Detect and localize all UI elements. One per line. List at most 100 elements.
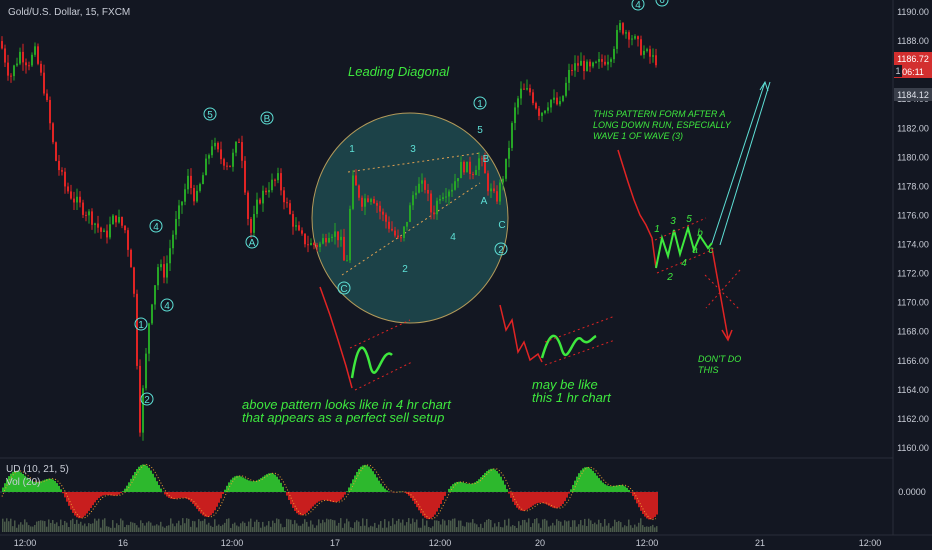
svg-text:2: 2 [144, 395, 150, 406]
oscillator-bar [646, 492, 648, 519]
volume-bar [132, 522, 134, 532]
indicator-title[interactable]: UD (10, 21, 5) [6, 464, 69, 475]
candle-body [349, 208, 351, 261]
oscillator-bar [190, 492, 192, 502]
oscillator-bar [594, 473, 596, 492]
volume-bar [358, 521, 360, 532]
oscillator-bar [464, 483, 466, 492]
candle-body [601, 59, 603, 62]
oscillator-bar [520, 492, 522, 511]
candle-body [16, 63, 18, 66]
candle-body [244, 160, 246, 193]
volume-bar [602, 526, 604, 532]
oscillator-bar [302, 492, 304, 516]
oscillator-bar [234, 476, 236, 492]
oscillator-bar [604, 484, 606, 492]
volume-bar [168, 525, 170, 532]
price-tick-label: 1164.00 [897, 385, 929, 395]
volume-bar [350, 527, 352, 532]
candle-body [469, 161, 471, 174]
oscillator-bar [560, 492, 562, 507]
pattern-note-line-2: LONG DOWN RUN, ESPECIALLY [593, 120, 732, 130]
wave-label-1-low: 1 [134, 317, 148, 331]
oscillator-bar [540, 492, 542, 503]
candle-body [118, 216, 120, 223]
volume-bar [372, 526, 374, 532]
oscillator-bar [40, 481, 42, 492]
oscillator-bar [178, 492, 180, 499]
oscillator-bar [58, 485, 60, 492]
oscillator-bar [554, 492, 556, 509]
candle-body [37, 46, 39, 64]
oscillator-bar [124, 488, 126, 492]
oscillator-bar [204, 492, 206, 517]
oscillator-bar [386, 490, 388, 492]
oscillator-bar [278, 479, 280, 492]
candle-body [253, 214, 255, 233]
volume-bar [480, 523, 482, 532]
time-tick-label: 17 [330, 538, 340, 548]
oscillator-bar [448, 488, 450, 492]
volume-bar [190, 526, 192, 532]
volume-bar [652, 524, 654, 532]
diag-label-a: A [481, 196, 488, 207]
volume-bar [514, 525, 516, 532]
volume-bar [374, 522, 376, 532]
price-axis[interactable] [893, 0, 932, 535]
volume-bar [54, 523, 56, 532]
volume-bar [596, 524, 598, 532]
volume-bar [298, 525, 300, 532]
volume-bar [162, 526, 164, 532]
oscillator-bar [388, 491, 390, 492]
oscillator-bar [164, 492, 166, 495]
volume-bar [526, 522, 528, 532]
oscillator-bar [88, 492, 90, 511]
volume-bar [370, 525, 372, 532]
time-axis[interactable] [0, 535, 932, 550]
oscillator-bar [350, 483, 352, 492]
volume-bar [232, 523, 234, 532]
candle-body [373, 199, 375, 204]
volume-bar [70, 520, 72, 532]
svg-text:6: 6 [659, 0, 665, 6]
oscillator-bar [602, 482, 604, 492]
volume-bar [322, 519, 324, 532]
volume-bar [352, 527, 354, 532]
dont-do-line-1: DON'T DO [698, 354, 741, 364]
volume-bar [160, 521, 162, 532]
volume-bar [364, 525, 366, 532]
volume-bar [44, 521, 46, 532]
wave-label-4: 4 [160, 298, 174, 312]
candle-body [454, 181, 456, 190]
oscillator-bar [522, 492, 524, 511]
volume-bar [580, 520, 582, 532]
oscillator-bar [236, 475, 238, 492]
candle-body [217, 142, 219, 150]
candle-body [325, 238, 327, 243]
oscillator-bar [324, 492, 326, 501]
sketch-pattern-diagram [617, 80, 771, 342]
candle-body [634, 36, 636, 39]
oscillator-bar [274, 474, 276, 492]
candle-body [631, 38, 633, 40]
oscillator-bar [630, 492, 632, 493]
oscillator-bar [502, 480, 504, 492]
volume-bar [286, 518, 288, 532]
volume-title[interactable]: Vol (20) [6, 477, 40, 488]
candle-body [31, 54, 33, 66]
candle-body [451, 189, 453, 192]
volume-bar [590, 520, 592, 532]
volume-bar [292, 524, 294, 532]
time-tick-label: 12:00 [859, 538, 882, 548]
svg-text:5: 5 [207, 110, 213, 121]
sketch-4hr [319, 286, 413, 391]
symbol-title[interactable]: Gold/U.S. Dollar, 15, FXCM [8, 7, 130, 18]
candle-body [34, 46, 36, 55]
oscillator-bar [536, 492, 538, 504]
oscillator-bar [364, 464, 366, 492]
candle-body [490, 188, 492, 192]
oscillator-bar [232, 477, 234, 492]
candle-body [400, 237, 402, 239]
volume-bar [244, 522, 246, 532]
